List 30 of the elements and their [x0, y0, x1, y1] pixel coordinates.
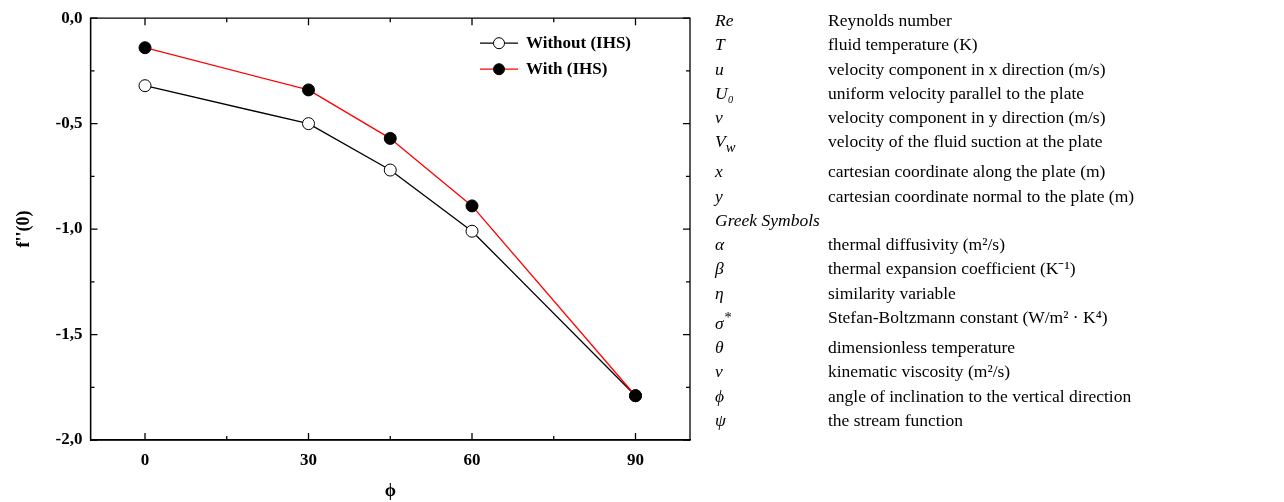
text: Greek Symbols: [715, 208, 820, 232]
text: η similarity variable: [715, 282, 956, 303]
text: U₀ uniform velocity parallel to the plate: [715, 82, 1085, 103]
legend-label: With (IHS): [526, 58, 608, 78]
text: y cartesian coordinate normal to the plate (m): [715, 185, 1135, 206]
text: α thermal diffusivity (m²/s): [715, 234, 1005, 255]
text: T fluid temperature (K): [715, 34, 978, 55]
text: σ$^{*}$ Stefan-Boltzmann constant (W/m² · K⁴): [715, 307, 1108, 333]
text: u velocity component in x direction (m/s): [715, 58, 1106, 79]
text: θ dimensionless temperature: [715, 337, 1016, 358]
y-tick-label: -1,5: [55, 323, 83, 343]
y-tick-label: -1,0: [55, 218, 83, 238]
x-tick-label: 90: [627, 449, 644, 469]
text: ν kinematic viscosity (m²/s): [715, 361, 1011, 382]
x-tick-label: 30: [300, 449, 318, 469]
text: x cartesian coordinate along the plate (m): [715, 161, 1106, 182]
text: ϕ angle of inclination to the vertical direction: [715, 385, 1132, 406]
y-axis-title: f''(0): [13, 210, 35, 248]
y-tick-label: -2,0: [55, 429, 83, 449]
text: V$_{w}$ velocity of the fluid suction at the plate: [715, 131, 1103, 155]
legend-label: Without (IHS): [526, 32, 632, 52]
text: v velocity component in y direction (m/s): [715, 107, 1106, 128]
text: β thermal expansion coefficient (K⁻¹): [715, 258, 1076, 279]
y-tick-label: -0,5: [55, 113, 83, 133]
x-axis-title: ϕ: [384, 479, 396, 500]
x-tick-label: 60: [463, 449, 481, 469]
text: Re Reynolds number: [715, 10, 952, 30]
x-tick-label: 0: [140, 449, 150, 469]
y-tick-label: 0,0: [61, 7, 83, 27]
text: ψ the stream function: [715, 410, 964, 431]
